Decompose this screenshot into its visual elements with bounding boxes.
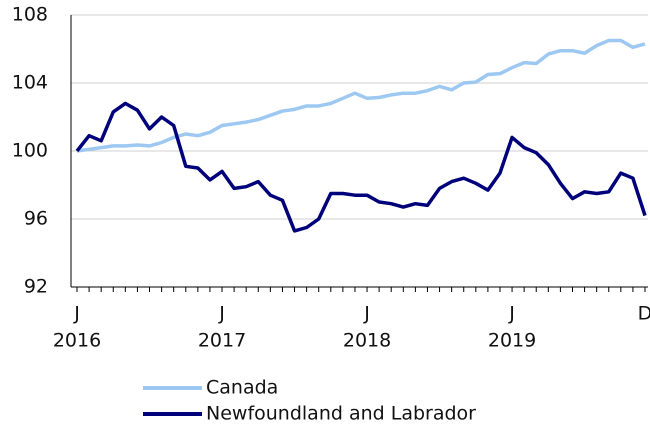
year-label: 2019: [488, 330, 536, 352]
x-tick-label: J: [363, 303, 370, 325]
x-tick-label: J: [73, 303, 80, 325]
y-tick-label: 108: [12, 4, 48, 26]
year-label: 2017: [198, 330, 246, 352]
year-label: 2016: [53, 330, 101, 352]
y-tick-label: 92: [24, 276, 48, 298]
line: [75, 101, 647, 233]
x-tick-label: D: [638, 303, 650, 325]
legend-label: Canada: [206, 377, 278, 399]
legend-label: Newfoundland and Labrador: [206, 403, 476, 425]
y-tick-label: 100: [12, 140, 48, 162]
y-tick-label: 104: [12, 72, 48, 94]
x-tick-label: J: [508, 303, 515, 325]
line: [76, 38, 646, 153]
year-label: 2018: [343, 330, 391, 352]
y-tick-label: 96: [24, 208, 48, 230]
x-tick-label: J: [218, 303, 225, 325]
